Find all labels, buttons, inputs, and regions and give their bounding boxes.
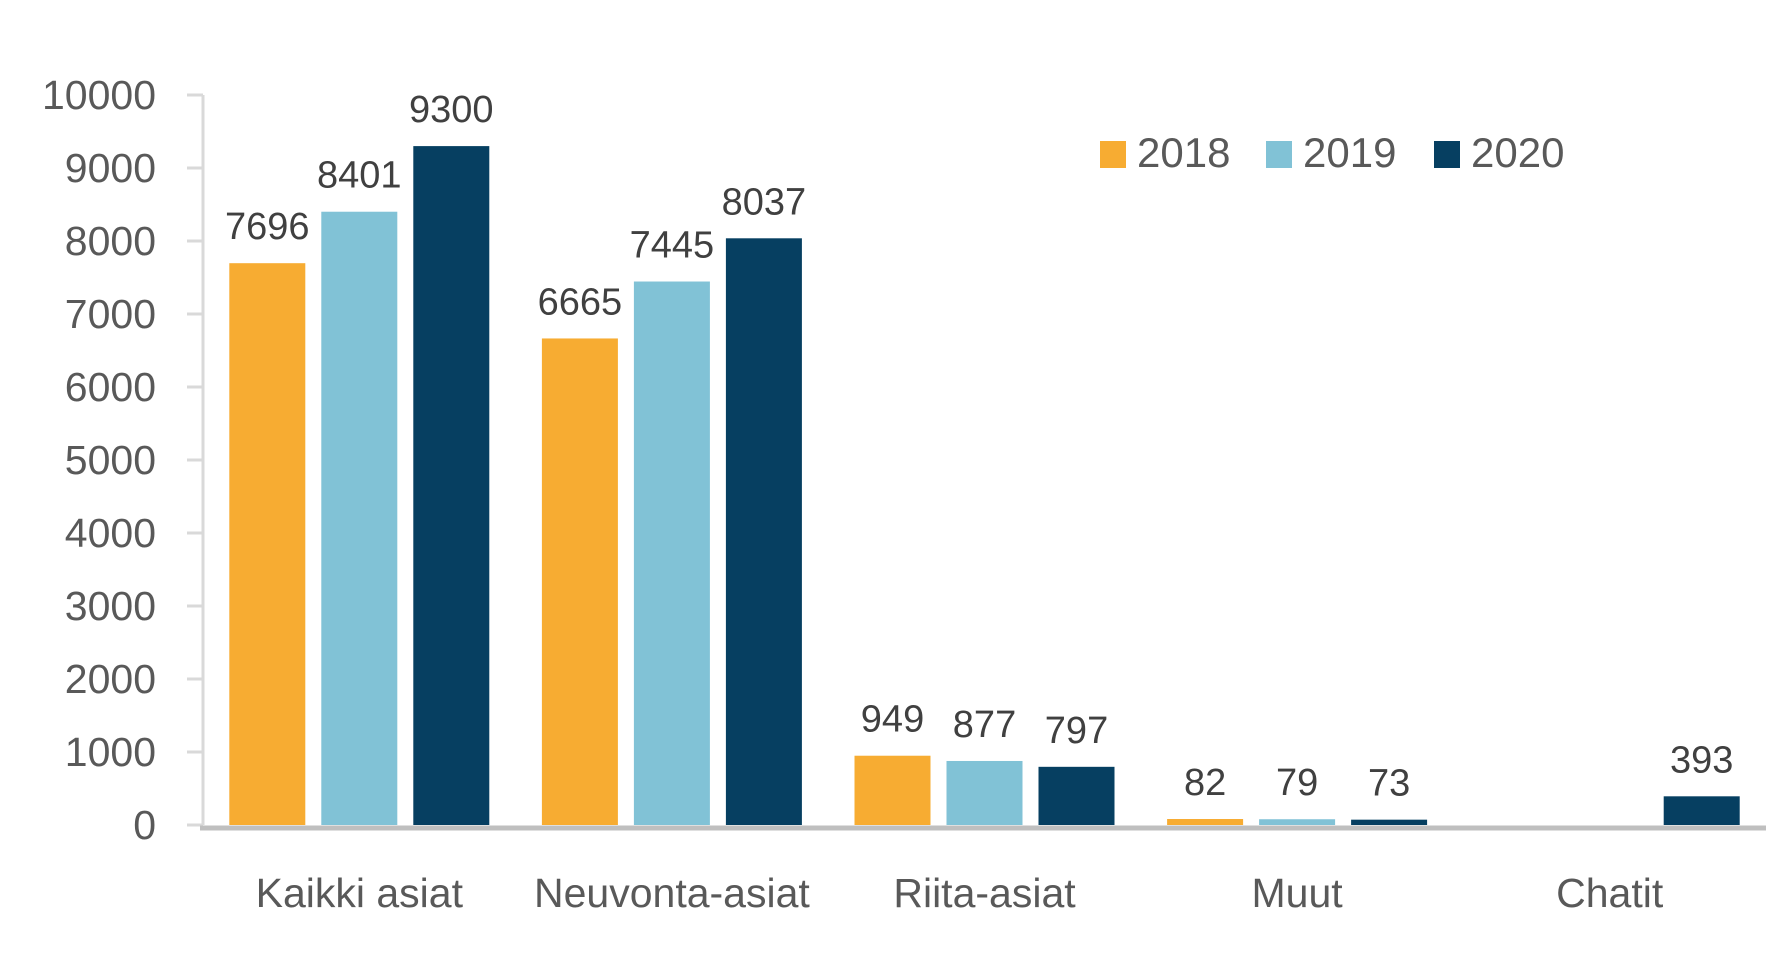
bar-2018 — [854, 755, 931, 825]
y-tick-label: 10000 — [42, 72, 156, 118]
legend: 2018 2019 2020 — [1100, 129, 1564, 176]
data-label: 6665 — [538, 281, 623, 323]
bar-2020 — [413, 146, 490, 826]
bar-2020 — [1038, 766, 1115, 825]
y-tick-label: 8000 — [65, 218, 156, 264]
legend-label: 2019 — [1303, 129, 1396, 176]
data-label: 8401 — [317, 155, 402, 197]
data-label: 7445 — [630, 225, 715, 267]
y-tick-label: 7000 — [65, 291, 156, 337]
y-tick-label: 6000 — [65, 364, 156, 410]
bar-2019 — [946, 760, 1023, 825]
x-category-label: Chatit — [1556, 870, 1664, 916]
y-tick-label: 1000 — [65, 729, 156, 775]
data-label: 877 — [953, 704, 1016, 746]
data-label: 73 — [1368, 763, 1410, 805]
bar-2019 — [321, 211, 398, 826]
bar-2018 — [1167, 819, 1244, 825]
bar-2020 — [725, 238, 802, 825]
legend-swatch-2019 — [1266, 141, 1292, 168]
data-label: 9300 — [409, 89, 494, 131]
bars — [229, 146, 1740, 826]
legend-swatch-2018 — [1100, 141, 1126, 168]
y-tick-label: 4000 — [65, 510, 156, 556]
legend-label: 2018 — [1137, 129, 1230, 176]
x-category-label: Kaikki asiat — [256, 870, 464, 916]
x-category-label: Riita-asiat — [893, 870, 1076, 916]
y-tick-label: 9000 — [65, 145, 156, 191]
y-tick-label: 5000 — [65, 437, 156, 483]
x-category-label: Neuvonta-asiat — [534, 870, 810, 916]
x-axis: Kaikki asiat Neuvonta-asiat Riita-asiat Muu… — [200, 825, 1766, 916]
bar-2020 — [1351, 819, 1428, 825]
bar-2018 — [229, 263, 306, 825]
x-category-label: Muut — [1252, 870, 1344, 916]
data-label: 949 — [861, 699, 924, 741]
bar-2020 — [1663, 796, 1740, 825]
data-label: 393 — [1670, 739, 1733, 781]
legend-swatch-2020 — [1434, 141, 1460, 168]
y-tick-label: 2000 — [65, 656, 156, 702]
data-label: 82 — [1184, 762, 1226, 804]
data-label: 79 — [1276, 762, 1318, 804]
y-tick-label: 3000 — [65, 583, 156, 629]
bar-2018 — [541, 338, 618, 825]
y-axis: 0 1000 2000 3000 4000 5000 6000 7000 8000 9000 100… — [42, 72, 205, 848]
data-label: 7696 — [225, 206, 310, 248]
data-label: 8037 — [722, 181, 807, 223]
bar-2019 — [1259, 819, 1336, 825]
y-tick-label: 0 — [133, 802, 156, 848]
bar-2019 — [633, 281, 710, 825]
data-label: 797 — [1045, 710, 1108, 752]
legend-label: 2020 — [1471, 129, 1564, 176]
